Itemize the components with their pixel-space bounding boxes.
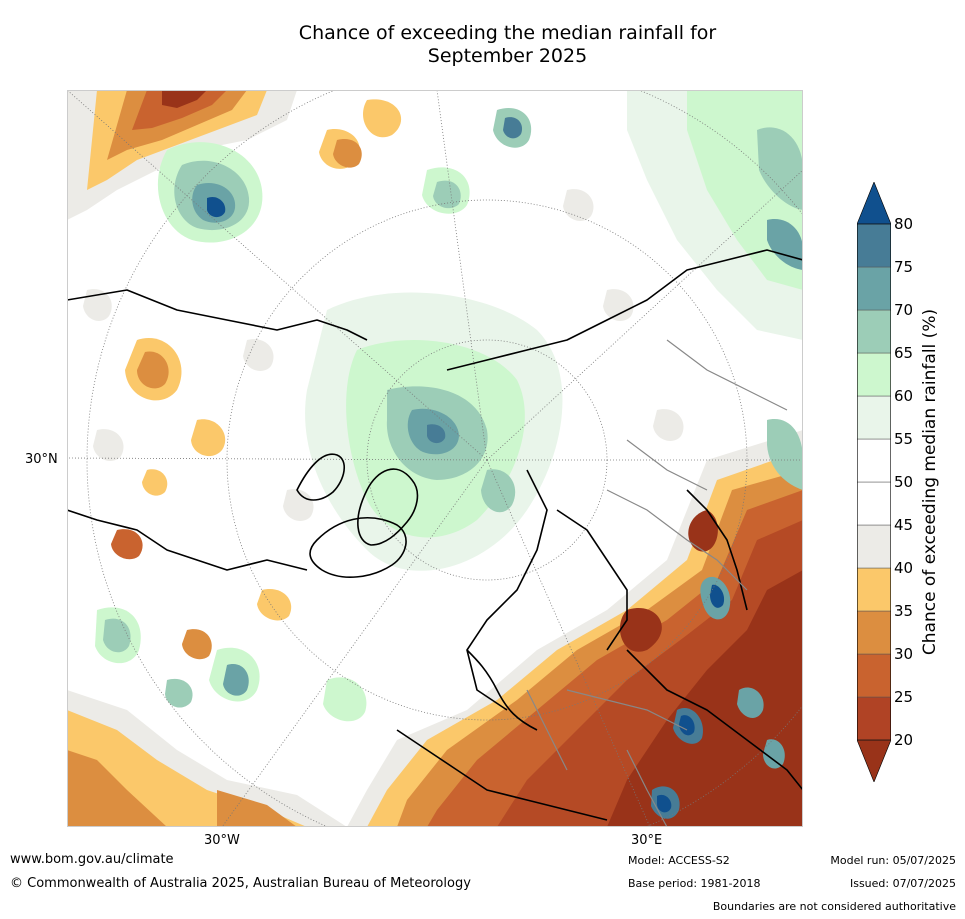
colorbar-band: [857, 395, 891, 440]
footer-copyright: © Commonwealth of Australia 2025, Austra…: [10, 876, 471, 891]
footer-model-run: Model run: 05/07/2025: [830, 854, 956, 867]
footer-url[interactable]: www.bom.gov.au/climate: [10, 852, 174, 867]
wet-region-arctic: [305, 292, 563, 571]
wet-patches-southwest: [95, 607, 367, 722]
coastlines: [67, 249, 803, 821]
colorbar: [857, 182, 891, 782]
colorbar-label: Chance of exceeding median rainfall (%): [920, 308, 940, 656]
colorbar-band: [857, 352, 891, 397]
dry-region-southwest: [67, 690, 347, 827]
colorbar-band: [857, 567, 891, 612]
colorbar-extend-high: [857, 182, 891, 225]
colorbar-band: [857, 438, 891, 483]
graticule: [67, 90, 803, 827]
map-svg: [67, 90, 803, 827]
country-borders: [526, 339, 788, 827]
footer-base-period: Base period: 1981-2018: [628, 877, 761, 890]
lon-label-30e: 30°E: [631, 833, 663, 848]
colorbar-tick-label: 75: [894, 258, 914, 276]
rainfall-map: [67, 90, 803, 827]
wet-region-north-atlantic: [157, 108, 532, 243]
neutral-patches: [83, 189, 684, 521]
colorbar-tick-label: 25: [894, 688, 914, 706]
colorbar-tick-label: 20: [894, 731, 914, 749]
lat-label-30n: 30°N: [25, 452, 58, 467]
footer-issued: Issued: 07/07/2025: [849, 877, 956, 890]
colorbar-tick-label: 35: [894, 602, 914, 620]
footer-model: Model: ACCESS-S2: [628, 854, 730, 867]
chart-title-line1: Chance of exceeding the median rainfall …: [298, 22, 717, 44]
colorbar-tick-label: 80: [894, 215, 914, 233]
colorbar-tick-label: 50: [894, 473, 914, 491]
colorbar-band: [857, 696, 891, 741]
colorbar-outline: [857, 223, 891, 741]
footer-disclaimer: Boundaries are not considered authoritat…: [712, 900, 956, 913]
colorbar-extend-low: [857, 739, 891, 782]
colorbar-band: [857, 481, 891, 526]
colorbar-band: [857, 223, 891, 268]
colorbar-band: [857, 610, 891, 655]
colorbar-band: [857, 266, 891, 311]
colorbar-band: [857, 524, 891, 569]
colorbar-tick-label: 45: [894, 516, 914, 534]
colorbar-tick-label: 60: [894, 387, 914, 405]
colorbar-tick-label: 30: [894, 645, 914, 663]
colorbar-band: [857, 309, 891, 354]
colorbar-band: [857, 653, 891, 698]
lon-label-30w: 30°W: [204, 833, 240, 848]
colorbar-tick-label: 70: [894, 301, 914, 319]
colorbar-tick-label: 40: [894, 559, 914, 577]
wet-region-northeast: [627, 90, 803, 490]
chart-title-line2: September 2025: [427, 45, 588, 67]
colorbar-tick-label: 65: [894, 344, 914, 362]
colorbar-tick-label: 55: [894, 430, 914, 448]
